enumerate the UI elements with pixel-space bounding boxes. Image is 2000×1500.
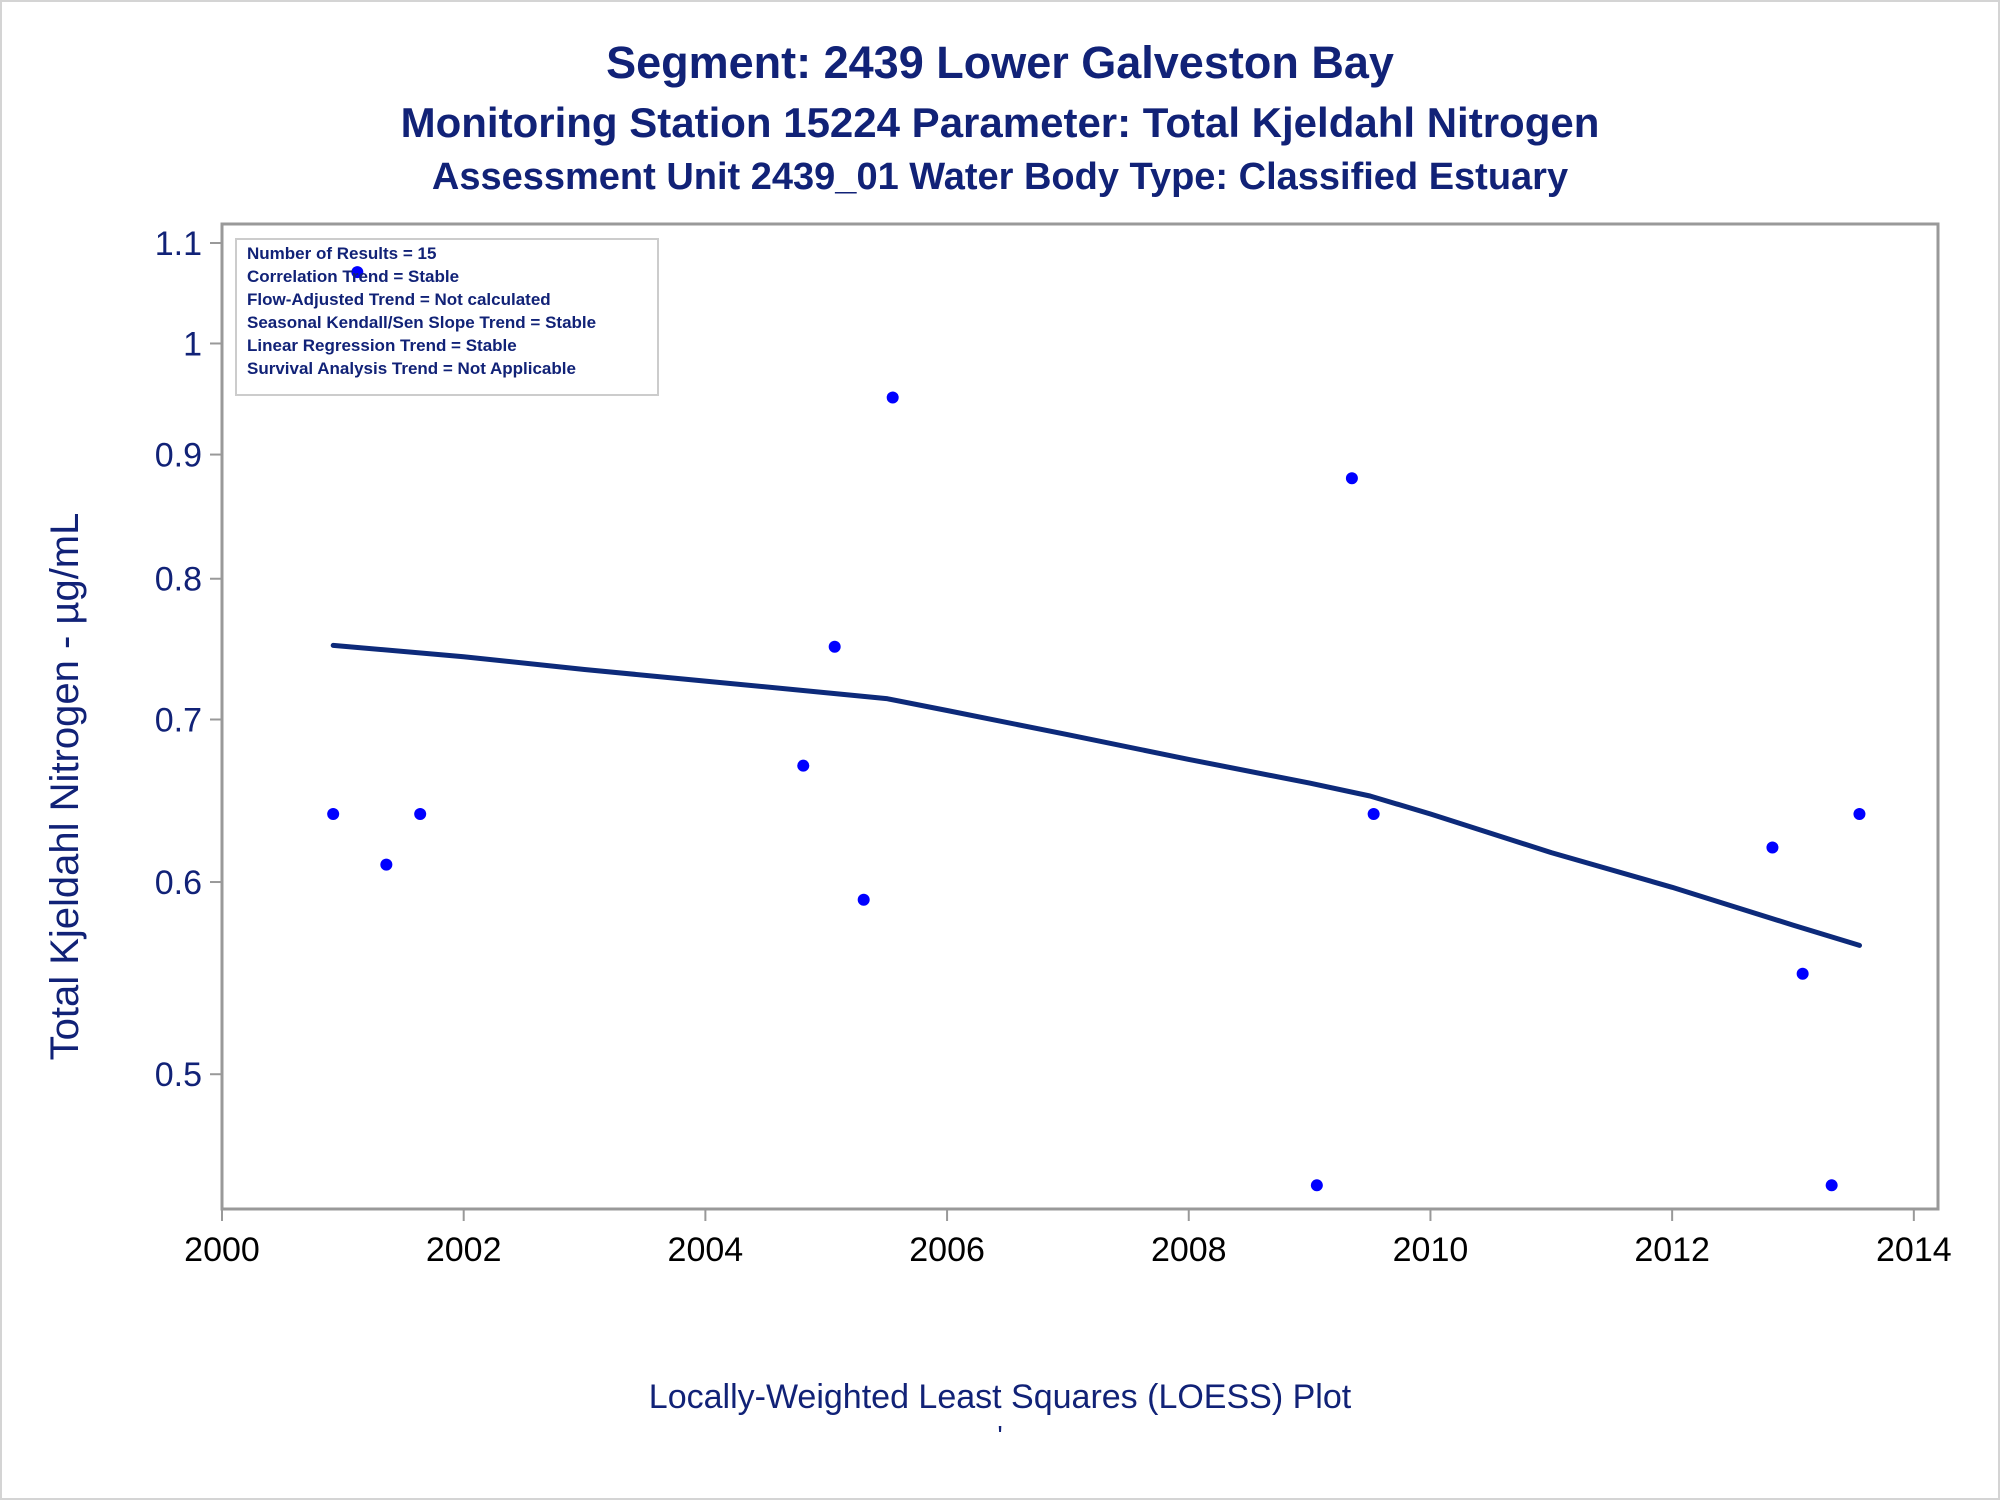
y-tick-label: 0.6 xyxy=(155,864,202,902)
x-tick-label: 2014 xyxy=(1876,1231,1952,1269)
stats-box-line: Seasonal Kendall/Sen Slope Trend = Stabl… xyxy=(247,313,596,332)
data-point xyxy=(886,391,899,404)
data-point xyxy=(857,893,870,906)
y-tick-label: 0.7 xyxy=(155,702,202,740)
x-tick-label: 2012 xyxy=(1634,1231,1710,1269)
data-point xyxy=(797,759,810,772)
data-point xyxy=(1367,807,1380,820)
data-point xyxy=(828,640,841,653)
plot-axes: 0.5 0.6 0.7 0.8 0.9 1 1.1 2000 2002 2004 2006 2008 2… xyxy=(43,222,1952,1269)
loess-layer xyxy=(330,642,1862,948)
y-tick-label: 1 xyxy=(183,325,202,363)
stats-box-line: Flow-Adjusted Trend = Not calculated xyxy=(247,290,551,309)
y-tick-label: 0.5 xyxy=(155,1056,202,1094)
stats-box-line: Linear Regression Trend = Stable xyxy=(247,336,517,355)
data-point xyxy=(414,807,427,820)
data-point xyxy=(327,807,340,820)
chart-subtitle-assessment-unit: Assessment Unit 2439_01 Water Body Type:… xyxy=(431,156,1569,198)
data-point xyxy=(351,266,364,279)
x-tick-label: 2002 xyxy=(426,1231,502,1269)
stats-box-frame xyxy=(235,238,659,396)
y-tick-label: 0.8 xyxy=(155,561,202,599)
y-axis-title: Total Kjeldahl Nitrogen - µg/mL xyxy=(43,513,87,1061)
data-point xyxy=(1825,1179,1838,1192)
stats-box-line: Survival Analysis Trend = Not Applicable xyxy=(247,359,576,378)
data-point xyxy=(1766,841,1779,854)
x-tick-label: 2004 xyxy=(668,1231,744,1269)
chart-title: Segment: 2439 Lower Galveston Bay xyxy=(606,37,1394,88)
x-tick-label: 2000 xyxy=(184,1231,260,1269)
data-point xyxy=(380,858,393,871)
data-point xyxy=(1310,1179,1323,1192)
data-point xyxy=(1853,807,1866,820)
stats-box-line: Correlation Trend = Stable xyxy=(247,267,459,286)
plot-area-frame xyxy=(220,222,1940,1211)
loess-curve xyxy=(330,642,1862,948)
stats-box-line: Number of Results = 15 xyxy=(247,244,436,263)
chart-subtitle-station: Monitoring Station 15224 Parameter: Tota… xyxy=(400,99,1600,146)
x-tick-label: 2010 xyxy=(1393,1231,1469,1269)
x-tick-label: 2006 xyxy=(909,1231,985,1269)
stats-box: Number of Results = 15 Correlation Trend … xyxy=(235,238,659,396)
points-layer xyxy=(327,266,1866,1192)
y-tick-label: 1.1 xyxy=(155,225,202,263)
footnote-loess-plot: Locally-Weighted Least Squares (LOESS) P… xyxy=(648,1378,1352,1416)
data-point xyxy=(1796,967,1809,980)
data-point xyxy=(1345,472,1358,485)
footnote-mark: ' xyxy=(997,1420,1003,1451)
y-tick-label: 0.9 xyxy=(155,437,202,475)
x-tick-label: 2008 xyxy=(1151,1231,1227,1269)
